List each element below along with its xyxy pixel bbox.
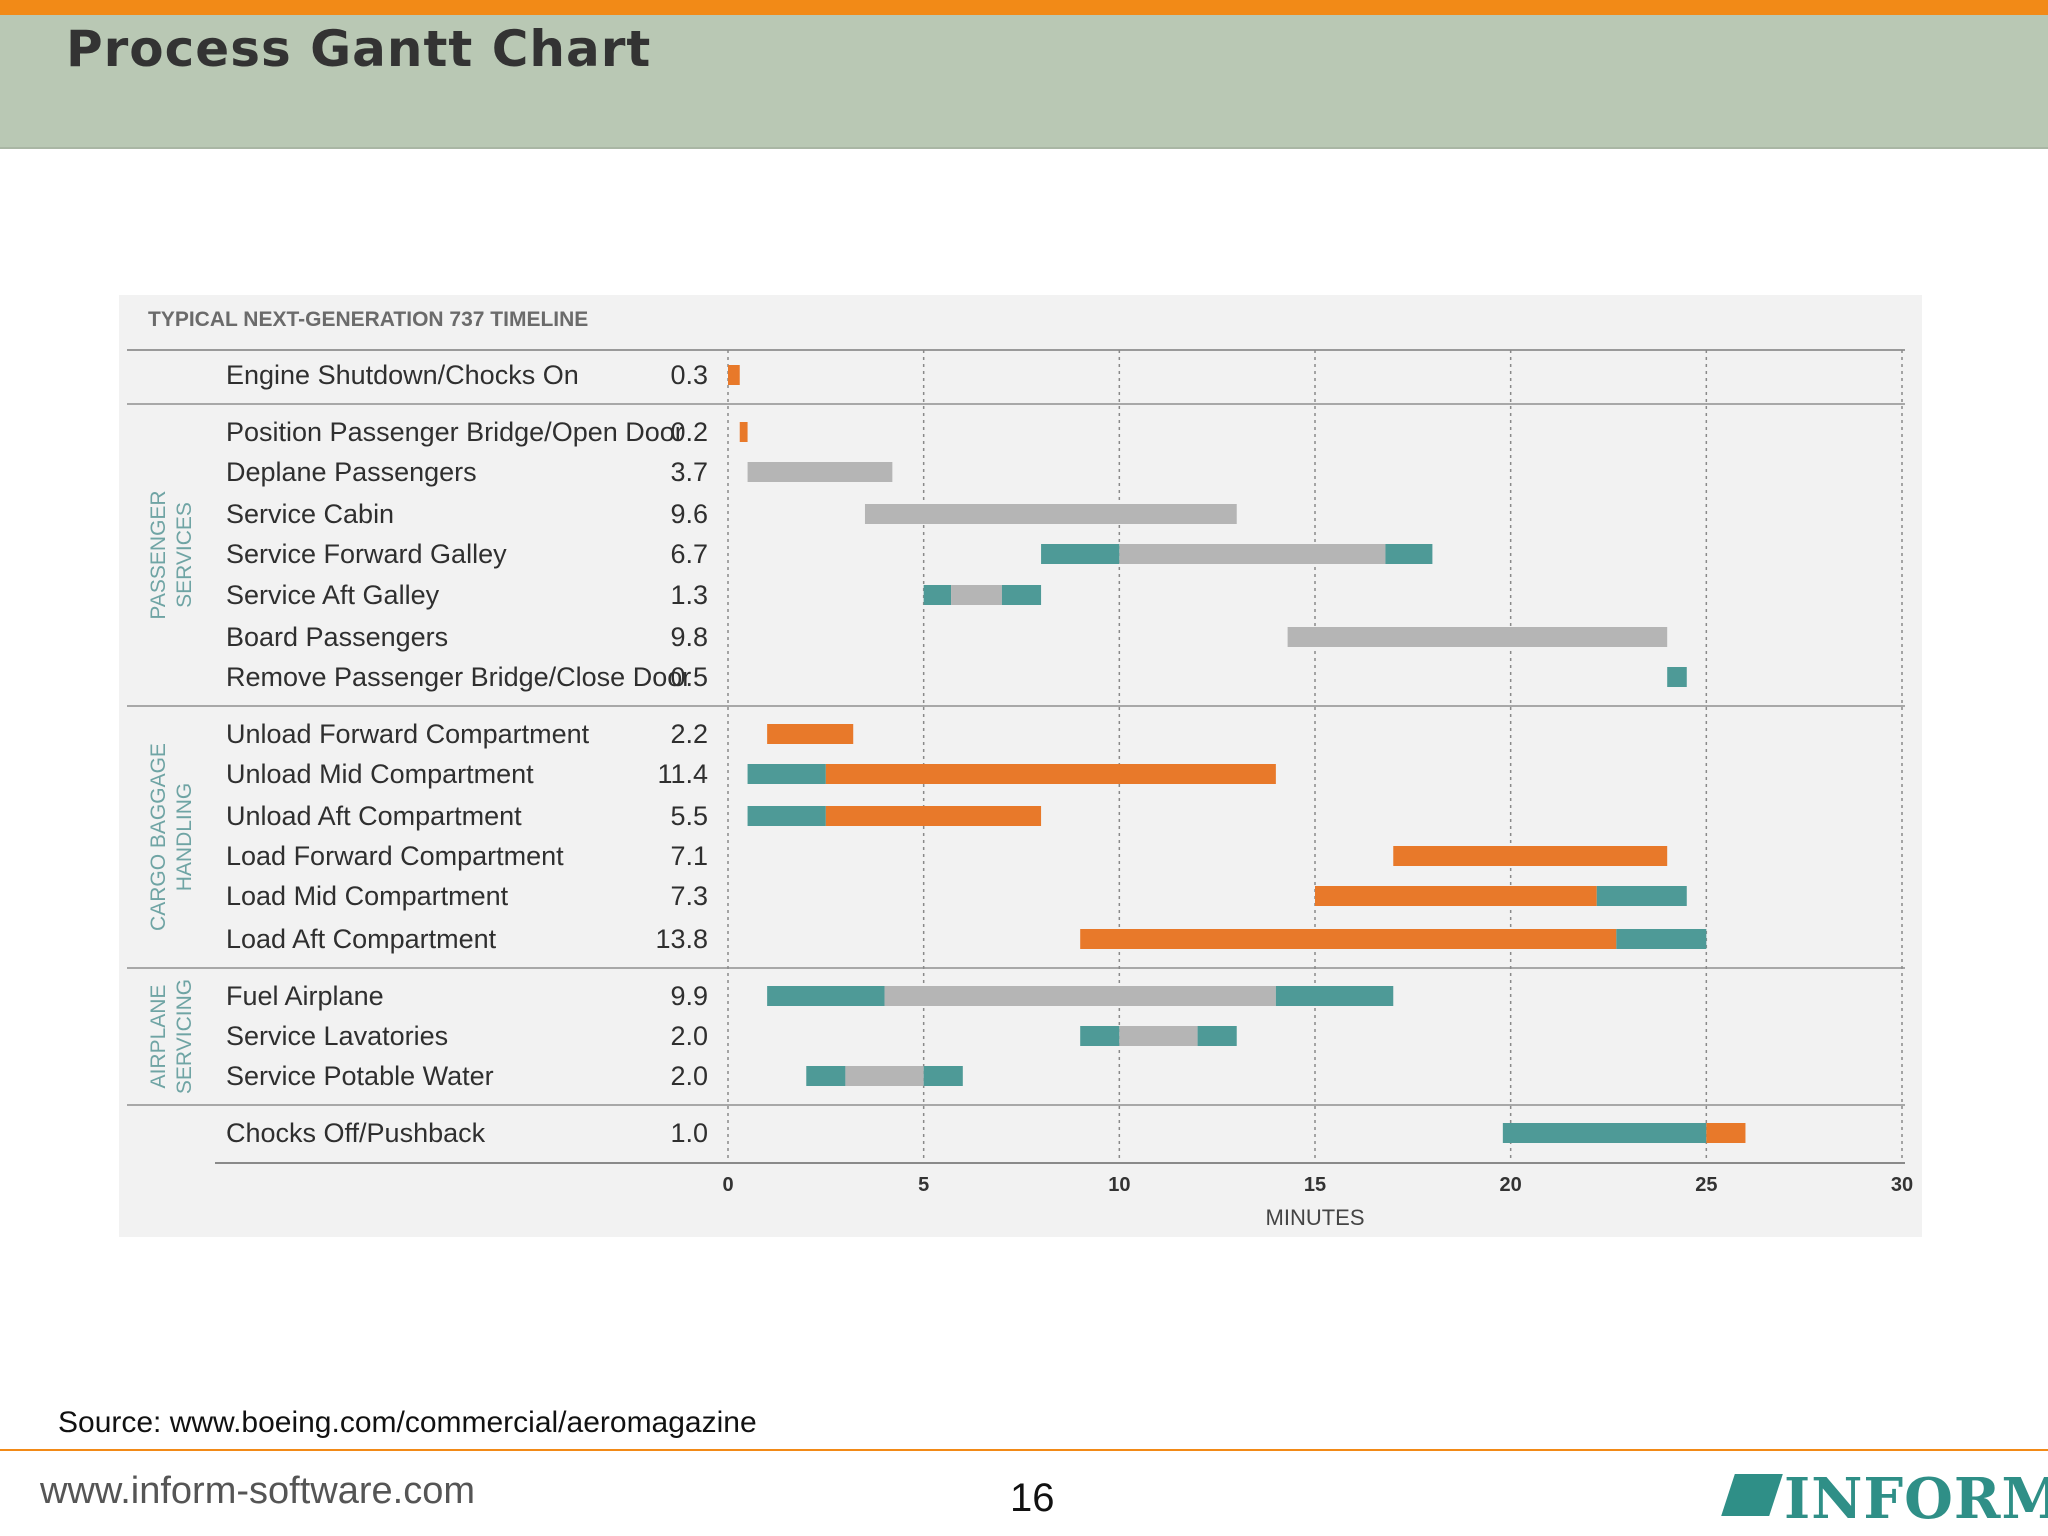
gantt-bar-gray — [884, 986, 1276, 1006]
gantt-bar-teal — [1616, 929, 1707, 949]
top-accent-bar — [0, 0, 2048, 15]
chart-title: TYPICAL NEXT-GENERATION 737 TIMELINE — [148, 308, 589, 331]
duration-label: 0.3 — [670, 360, 708, 390]
duration-label: 9.9 — [670, 981, 708, 1011]
x-tick-label: 0 — [722, 1174, 733, 1196]
gantt-bar-orange — [1393, 846, 1668, 866]
gantt-bar-orange — [1315, 886, 1597, 906]
duration-label: 13.8 — [655, 924, 708, 954]
gantt-bar-teal — [1080, 1026, 1120, 1046]
task-label: Service Potable Water — [226, 1061, 494, 1091]
gantt-bar-orange — [825, 764, 1276, 784]
x-axis-title: MINUTES — [1266, 1205, 1365, 1230]
task-label: Load Forward Compartment — [226, 841, 564, 871]
gantt-bar-gray — [1119, 544, 1386, 564]
task-label: Service Forward Galley — [226, 539, 507, 569]
x-tick-label: 20 — [1500, 1174, 1522, 1196]
x-tick-label: 15 — [1304, 1174, 1326, 1196]
duration-label: 1.0 — [670, 1118, 708, 1148]
task-label: Deplane Passengers — [226, 457, 477, 487]
gantt-bar-teal — [1275, 986, 1394, 1006]
group-label-line: SERVICES — [173, 502, 196, 608]
gantt-bar-orange — [739, 422, 748, 442]
gantt-bar-gray — [747, 462, 893, 482]
duration-label: 0.5 — [670, 662, 708, 692]
slide-title: Process Gantt Chart — [66, 20, 652, 78]
gantt-bar-teal — [1001, 585, 1042, 605]
gantt-bar-gray — [845, 1066, 924, 1086]
task-label: Service Cabin — [226, 499, 394, 529]
task-label: Load Mid Compartment — [226, 881, 509, 911]
duration-label: 2.0 — [670, 1061, 708, 1091]
gantt-bar-teal — [923, 585, 952, 605]
task-label: Remove Passenger Bridge/Close Door — [226, 662, 691, 692]
gantt-bar-gray — [864, 504, 1237, 524]
duration-label: 7.1 — [670, 841, 708, 871]
gantt-bar-gray — [1287, 627, 1668, 647]
duration-label: 7.3 — [670, 881, 708, 911]
gantt-bar-teal — [923, 1066, 963, 1086]
gantt-bar-orange — [825, 806, 1042, 826]
group-label-line: SERVICING — [173, 979, 196, 1094]
logo-mark-icon — [1721, 1474, 1783, 1516]
duration-label: 6.7 — [670, 539, 708, 569]
gantt-bar-teal — [1502, 1123, 1707, 1143]
x-tick-label: 5 — [918, 1174, 929, 1196]
gantt-bar-teal — [747, 764, 826, 784]
page-number: 16 — [1010, 1476, 1055, 1520]
x-tick-label: 25 — [1695, 1174, 1717, 1196]
group-label-line: PASSENGER — [147, 490, 170, 619]
group-label: AIRPLANE SERVICING — [147, 979, 196, 1094]
gantt-bar-teal — [747, 806, 826, 826]
gantt-bar-orange — [767, 724, 854, 744]
task-label: Engine Shutdown/Chocks On — [226, 360, 579, 390]
gantt-bar-teal — [1041, 544, 1120, 564]
gantt-bar-teal — [767, 986, 885, 1006]
duration-label: 0.2 — [670, 417, 708, 447]
slide-header — [0, 15, 2048, 149]
task-label: Position Passenger Bridge/Open Door — [226, 417, 684, 447]
duration-label: 1.3 — [670, 580, 708, 610]
footer-url: www.inform-software.com — [40, 1470, 475, 1512]
gantt-bar-orange — [728, 365, 740, 385]
task-label: Unload Aft Compartment — [226, 801, 522, 831]
gantt-bar-gray — [1119, 1026, 1198, 1046]
gantt-bar-orange — [1706, 1123, 1746, 1143]
duration-label: 9.6 — [670, 499, 708, 529]
gantt-bar-orange — [1080, 929, 1617, 949]
source-note: Source: www.boeing.com/commercial/aeroma… — [58, 1406, 757, 1439]
footer-divider — [0, 1449, 2048, 1451]
task-label: Fuel Airplane — [226, 981, 384, 1011]
gantt-bar-teal — [1596, 886, 1687, 906]
duration-label: 2.2 — [670, 719, 708, 749]
gantt-bar-teal — [1197, 1026, 1237, 1046]
inform-logo: INFORM — [1721, 1466, 2048, 1532]
task-label: Board Passengers — [226, 622, 448, 652]
group-label-line: HANDLING — [173, 783, 196, 892]
task-label: Unload Forward Compartment — [226, 719, 590, 749]
duration-label: 11.4 — [657, 759, 708, 789]
duration-label: 9.8 — [670, 622, 708, 652]
task-label: Unload Mid Compartment — [226, 759, 534, 789]
task-label: Service Aft Galley — [226, 580, 440, 610]
task-label: Service Lavatories — [226, 1021, 448, 1051]
duration-label: 5.5 — [670, 801, 708, 831]
group-label-line: CARGO BAGGAGE — [147, 743, 170, 931]
logo-text: INFORM — [1784, 1466, 2048, 1532]
x-tick-label: 30 — [1891, 1174, 1913, 1196]
group-label: CARGO BAGGAGE HANDLING — [147, 743, 196, 931]
duration-label: 2.0 — [670, 1021, 708, 1051]
gantt-bar-teal — [1385, 544, 1433, 564]
task-label: Load Aft Compartment — [226, 924, 497, 954]
gantt-bar-teal — [1667, 667, 1687, 687]
gantt-bar-teal — [806, 1066, 846, 1086]
group-label: PASSENGER SERVICES — [147, 490, 196, 619]
group-label-line: AIRPLANE — [147, 985, 170, 1089]
duration-label: 3.7 — [670, 457, 708, 487]
gantt-bar-gray — [951, 585, 1002, 605]
task-label: Chocks Off/Pushback — [226, 1118, 486, 1148]
x-tick-label: 10 — [1108, 1174, 1130, 1196]
